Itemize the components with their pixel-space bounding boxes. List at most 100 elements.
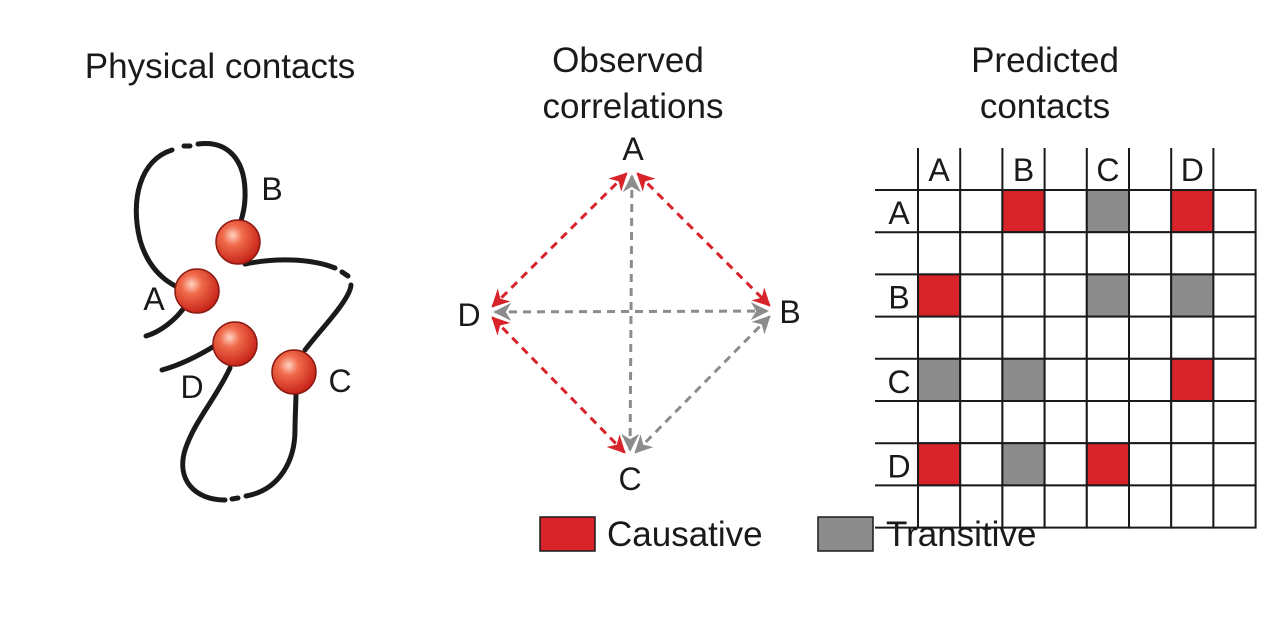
matrix-cell xyxy=(1170,189,1215,234)
edge-d-b xyxy=(493,302,769,321)
chain-dash-right-1 xyxy=(339,269,351,279)
matrix-cell xyxy=(1085,357,1131,402)
polymer-chain xyxy=(133,141,354,503)
bead-b xyxy=(215,219,261,265)
matrix-cell xyxy=(959,189,1004,234)
matrix-cell xyxy=(1128,357,1173,402)
predicted-title-line2: contacts xyxy=(980,87,1110,126)
physical-contacts-title: Physical contacts xyxy=(85,47,355,86)
matrix-cell xyxy=(1001,273,1046,318)
matrix-cell xyxy=(1170,442,1215,487)
matrix-cell xyxy=(1212,315,1257,360)
matrix-cell xyxy=(1043,442,1088,487)
matrix-cell xyxy=(1001,189,1046,234)
node-a: A xyxy=(622,131,644,167)
contact-matrix: A B C D A B C D xyxy=(875,148,1257,529)
matrix-cell xyxy=(1128,231,1173,276)
legend-transitive-label: Transitive xyxy=(886,515,1036,554)
matrix-cell xyxy=(1085,231,1131,276)
column-label-d: D xyxy=(1181,152,1204,188)
matrix-cell xyxy=(917,315,962,360)
matrix-cell xyxy=(1085,442,1131,487)
column-label-c: C xyxy=(1096,152,1119,188)
edge-b-c xyxy=(634,315,771,454)
row-label-a: A xyxy=(888,195,910,231)
node-c: C xyxy=(618,461,641,497)
row-label-c: C xyxy=(887,364,910,400)
chain-dash-bottom-1 xyxy=(229,495,241,502)
edge-a-d xyxy=(491,172,628,308)
edge-d-c xyxy=(491,316,626,454)
legend: Causative Transitive xyxy=(539,515,1036,554)
matrix-cell xyxy=(959,484,1004,529)
physical-label-a: A xyxy=(143,281,165,317)
matrix-cell xyxy=(1128,484,1173,529)
matrix-cell xyxy=(1212,273,1257,318)
matrix-cell xyxy=(1128,442,1173,487)
matrix-cell xyxy=(1170,484,1215,529)
matrix-cell xyxy=(1043,273,1088,318)
edge-a-b xyxy=(636,172,771,307)
chain-segment-lower-right xyxy=(243,389,299,499)
edge-a-c xyxy=(621,174,641,452)
matrix-cell xyxy=(917,400,962,445)
matrix-cell xyxy=(1085,273,1131,318)
matrix-cell xyxy=(1043,189,1088,234)
matrix-cell xyxy=(1085,484,1131,529)
bead-d xyxy=(212,321,258,367)
matrix-cell xyxy=(1170,273,1215,318)
matrix-cell xyxy=(1170,231,1215,276)
chain-segment-lower-left xyxy=(180,365,233,503)
legend-causative-swatch xyxy=(539,516,596,552)
matrix-cell xyxy=(959,315,1004,360)
matrix-cell xyxy=(959,400,1004,445)
chain-segment-d-tail xyxy=(159,342,219,373)
matrix-cell xyxy=(917,189,962,234)
matrix-cell xyxy=(1043,400,1088,445)
physical-label-d: D xyxy=(180,369,203,405)
matrix-cell xyxy=(1212,357,1257,402)
matrix-cell xyxy=(917,484,962,529)
bead-a xyxy=(174,268,220,314)
observed-title-line1: Observed xyxy=(552,41,704,80)
matrix-cell xyxy=(1043,315,1088,360)
matrix-cell xyxy=(1085,315,1131,360)
matrix-cell xyxy=(1170,400,1215,445)
observed-title-line2: correlations xyxy=(543,87,724,126)
legend-causative-label: Causative xyxy=(607,515,763,554)
observed-correlations-panel: Observed correlations A B C D xyxy=(457,41,800,497)
row-label-b: B xyxy=(888,280,909,316)
matrix-cell xyxy=(1170,315,1215,360)
matrix-cell xyxy=(959,273,1004,318)
matrix-cell xyxy=(1001,442,1046,487)
chain-segment-b-right xyxy=(242,257,338,271)
node-d: D xyxy=(457,297,480,333)
matrix-cell xyxy=(1128,400,1173,445)
column-label-b: B xyxy=(1013,152,1034,188)
chain-segment-top-right xyxy=(195,141,248,235)
matrix-cell xyxy=(1212,400,1257,445)
matrix-cell xyxy=(1043,357,1088,402)
matrix-cell xyxy=(1085,189,1131,234)
row-label-d: D xyxy=(887,448,910,484)
bead-c xyxy=(271,349,317,395)
column-label-a: A xyxy=(928,152,950,188)
chain-segment-right-down xyxy=(302,282,354,353)
matrix-cell xyxy=(1170,357,1215,402)
matrix-cell xyxy=(1043,231,1088,276)
physical-contacts-panel: Physical contacts B A D C xyxy=(85,47,355,503)
matrix-cell xyxy=(959,442,1004,487)
matrix-cell xyxy=(1085,400,1131,445)
physical-label-c: C xyxy=(328,363,351,399)
matrix-cell xyxy=(917,442,962,487)
matrix-cell xyxy=(959,231,1004,276)
matrix-cell xyxy=(1212,442,1257,487)
matrix-cell xyxy=(1043,484,1088,529)
matrix-cell xyxy=(1001,484,1046,529)
matrix-cell xyxy=(1212,484,1257,529)
predicted-contacts-panel: Predicted contacts A B C D A B C D xyxy=(875,41,1257,529)
matrix-cell xyxy=(1001,400,1046,445)
matrix-cell xyxy=(1128,189,1173,234)
matrix-cell xyxy=(1128,315,1173,360)
